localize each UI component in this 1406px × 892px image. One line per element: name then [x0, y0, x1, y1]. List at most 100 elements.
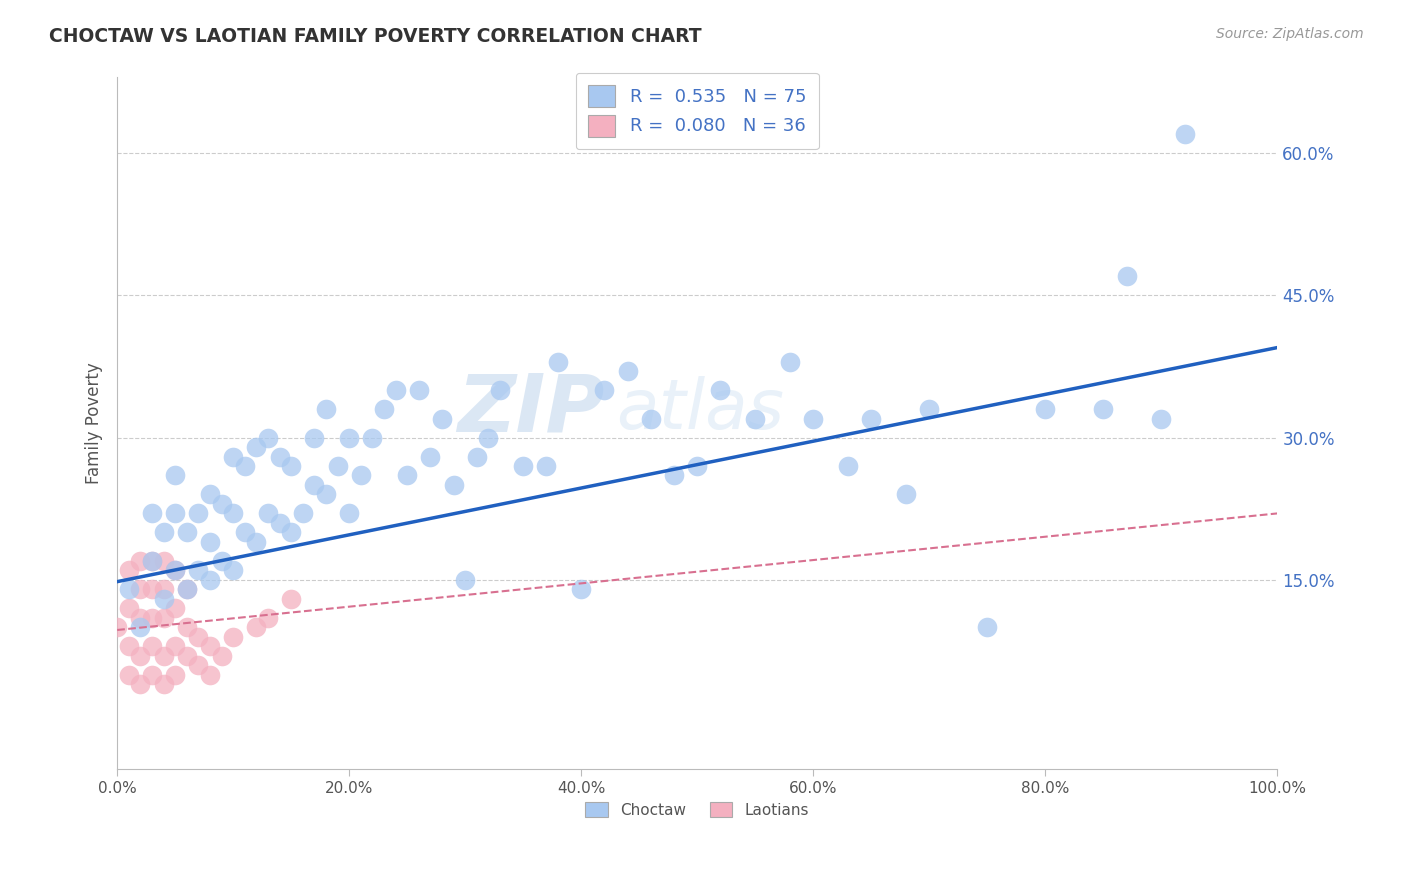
Point [837, 458, 859, 473]
Point [129, 620, 152, 634]
Point [105, 620, 128, 634]
Point [640, 411, 662, 425]
Point [304, 431, 326, 445]
Point [536, 458, 558, 473]
Point [291, 507, 314, 521]
Point [129, 648, 152, 663]
Point [257, 431, 280, 445]
Point [141, 667, 163, 681]
Point [430, 411, 453, 425]
Point [269, 450, 291, 464]
Text: Source: ZipAtlas.com: Source: ZipAtlas.com [1216, 27, 1364, 41]
Point [129, 582, 152, 597]
Point [443, 478, 465, 492]
Point [593, 383, 616, 397]
Point [477, 431, 499, 445]
Point [976, 620, 998, 634]
Point [326, 458, 349, 473]
Point [176, 582, 198, 597]
Point [165, 601, 187, 615]
Point [165, 639, 187, 653]
Point [198, 667, 221, 681]
Point [280, 591, 302, 606]
Point [198, 487, 221, 501]
Point [129, 554, 152, 568]
Point [165, 563, 187, 577]
Point [801, 411, 824, 425]
Point [141, 554, 163, 568]
Point [176, 648, 198, 663]
Point [779, 355, 801, 369]
Point [280, 458, 302, 473]
Point [245, 440, 267, 454]
Point [187, 658, 209, 673]
Point [337, 507, 360, 521]
Point [489, 383, 512, 397]
Point [152, 648, 174, 663]
Text: CHOCTAW VS LAOTIAN FAMILY POVERTY CORRELATION CHART: CHOCTAW VS LAOTIAN FAMILY POVERTY CORREL… [49, 27, 702, 45]
Point [165, 468, 187, 483]
Y-axis label: Family Poverty: Family Poverty [86, 362, 103, 484]
Point [187, 507, 209, 521]
Point [304, 478, 326, 492]
Point [141, 610, 163, 624]
Point [141, 507, 163, 521]
Point [616, 364, 638, 378]
Point [165, 563, 187, 577]
Point [187, 630, 209, 644]
Point [337, 431, 360, 445]
Point [176, 620, 198, 634]
Point [709, 383, 731, 397]
Point [152, 525, 174, 540]
Point [118, 639, 141, 653]
Point [118, 601, 141, 615]
Text: ZIP: ZIP [457, 370, 605, 449]
Point [152, 677, 174, 691]
Point [512, 458, 534, 473]
Point [419, 450, 441, 464]
Point [384, 383, 406, 397]
Point [141, 639, 163, 653]
Point [894, 487, 917, 501]
Point [918, 402, 941, 417]
Point [152, 554, 174, 568]
Point [396, 468, 419, 483]
Point [118, 667, 141, 681]
Point [280, 525, 302, 540]
Point [129, 610, 152, 624]
Point [245, 534, 267, 549]
Point [373, 402, 395, 417]
Point [408, 383, 430, 397]
Point [222, 630, 245, 644]
Point [118, 582, 141, 597]
Point [198, 534, 221, 549]
Point [198, 573, 221, 587]
Point [569, 582, 592, 597]
Point [141, 554, 163, 568]
Point [187, 563, 209, 577]
Point [222, 450, 245, 464]
Point [257, 507, 280, 521]
Point [118, 563, 141, 577]
Point [686, 458, 709, 473]
Point [315, 487, 337, 501]
Point [1092, 402, 1115, 417]
Point [233, 458, 256, 473]
Point [350, 468, 373, 483]
Point [152, 591, 174, 606]
Point [233, 525, 256, 540]
Point [1150, 411, 1173, 425]
Point [165, 667, 187, 681]
Point [152, 582, 174, 597]
Point [257, 610, 280, 624]
Text: atlas: atlas [616, 376, 785, 443]
Point [152, 610, 174, 624]
Point [860, 411, 883, 425]
Point [1033, 402, 1056, 417]
Point [176, 525, 198, 540]
Point [176, 582, 198, 597]
Point [211, 648, 233, 663]
Point [744, 411, 766, 425]
Point [547, 355, 569, 369]
Point [1115, 269, 1137, 284]
